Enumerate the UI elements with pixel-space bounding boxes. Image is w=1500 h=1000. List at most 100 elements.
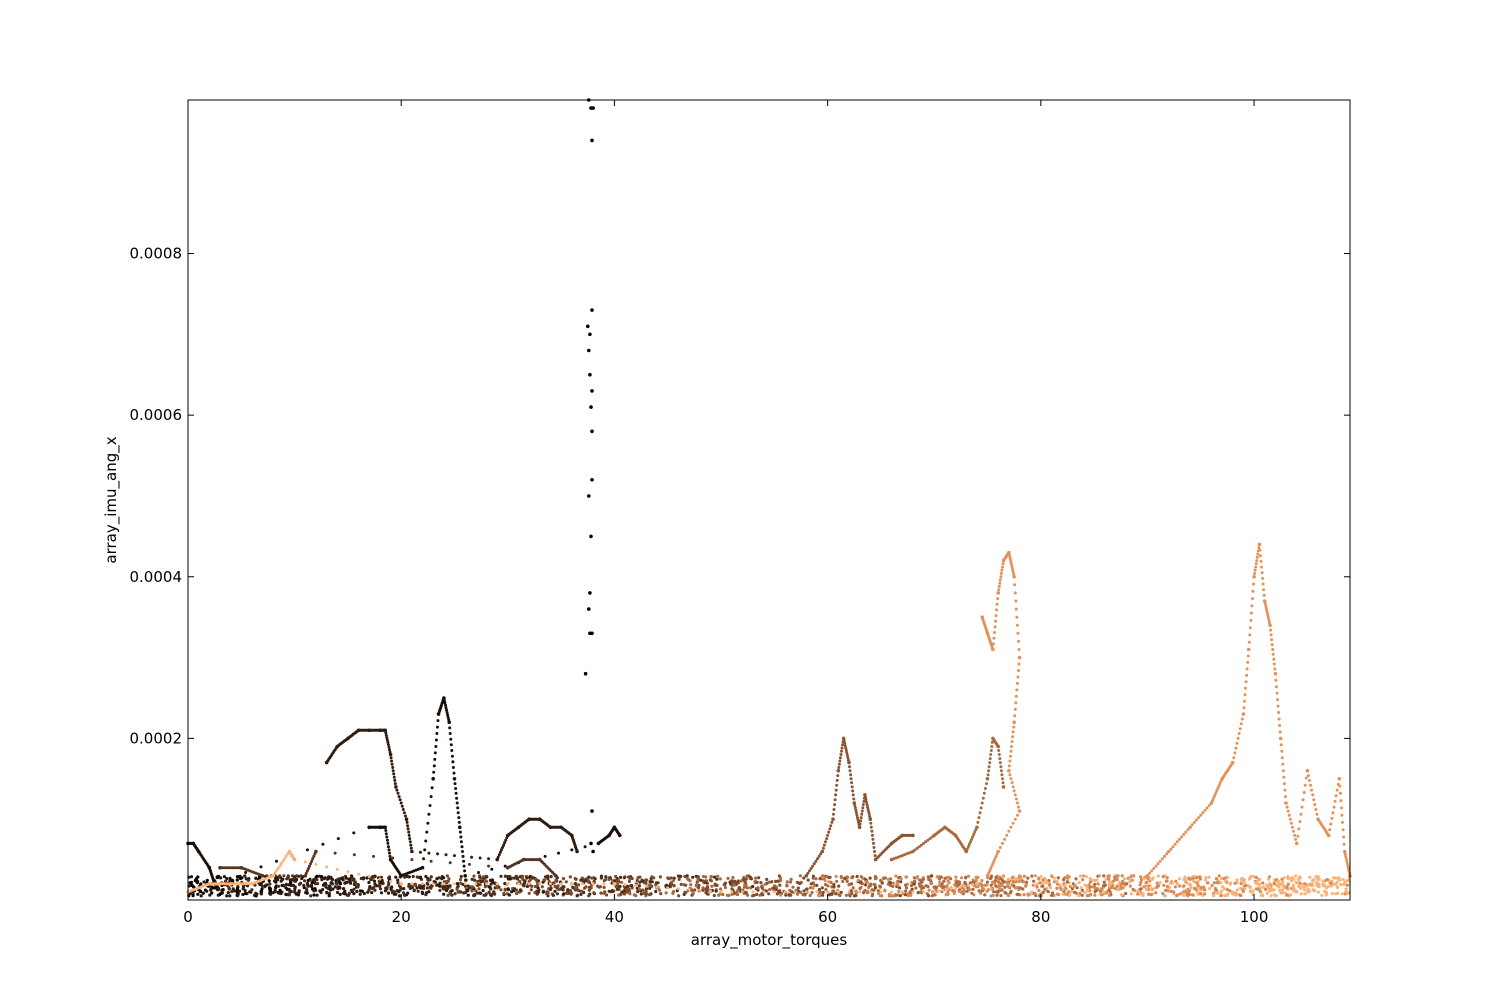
baseline-point	[620, 880, 624, 885]
data-point	[853, 804, 857, 807]
baseline-point	[546, 894, 550, 898]
data-point	[1010, 565, 1014, 569]
baseline-point	[1286, 875, 1290, 879]
baseline-point	[1068, 893, 1072, 897]
data-point	[590, 631, 594, 636]
baseline-point	[1083, 891, 1087, 895]
data-point	[1260, 565, 1263, 569]
baseline-point	[1093, 885, 1097, 889]
baseline-point	[475, 891, 479, 895]
baseline-point	[643, 881, 647, 885]
baseline-point	[293, 887, 297, 891]
baseline-point	[438, 888, 442, 893]
data-point	[1290, 825, 1294, 829]
data-point	[314, 849, 318, 854]
data-point	[1328, 828, 1332, 832]
baseline-point	[250, 888, 254, 892]
data-point	[971, 883, 975, 887]
baseline-point	[416, 889, 420, 893]
data-point	[1186, 828, 1190, 832]
data-point	[1240, 717, 1244, 721]
data-point	[424, 839, 428, 843]
data-point	[1338, 791, 1342, 795]
data-point	[383, 825, 388, 830]
data-point	[1299, 812, 1303, 816]
data-point	[1014, 797, 1018, 801]
baseline-point	[521, 883, 525, 887]
data-point	[387, 848, 391, 852]
baseline-point	[495, 886, 499, 890]
baseline-point	[1089, 892, 1093, 897]
baseline-point	[392, 892, 396, 896]
baseline-point	[1085, 887, 1090, 892]
baseline-point	[561, 877, 566, 881]
data-point	[1287, 813, 1291, 817]
data-point	[1285, 805, 1289, 809]
data-point	[1313, 803, 1317, 807]
data-point	[1278, 736, 1283, 741]
baseline-point	[812, 882, 816, 886]
data-point	[467, 862, 471, 866]
data-point	[832, 808, 836, 811]
baseline-point	[1254, 875, 1258, 880]
data-point	[1262, 593, 1266, 597]
baseline-point	[1182, 884, 1186, 888]
baseline-point	[1249, 874, 1253, 879]
baseline-point	[1294, 889, 1298, 893]
baseline-point	[607, 877, 611, 882]
x-tick-label: 60	[818, 908, 837, 926]
baseline-point	[1132, 888, 1136, 893]
baseline-point	[415, 875, 419, 879]
baseline-point	[752, 893, 756, 898]
data-point	[995, 852, 999, 856]
baseline-point	[679, 882, 683, 887]
baseline-point	[292, 876, 296, 880]
data-point	[503, 864, 507, 868]
baseline-point	[1311, 888, 1315, 892]
data-point	[458, 825, 462, 830]
data-point	[1013, 591, 1017, 595]
baseline-point	[1265, 891, 1269, 895]
baseline-point	[321, 888, 325, 892]
baseline-point	[268, 882, 272, 886]
baseline-point	[1225, 888, 1229, 892]
baseline-point	[216, 888, 220, 892]
data-point	[335, 867, 339, 871]
baseline-point	[289, 890, 293, 894]
baseline-point	[989, 894, 993, 898]
baseline-point	[260, 889, 264, 893]
baseline-point	[274, 886, 278, 890]
data-point	[1152, 867, 1156, 870]
data-point	[993, 857, 997, 861]
baseline-point	[455, 882, 460, 886]
baseline-point	[765, 877, 769, 882]
data-point	[495, 857, 500, 862]
plot-frame	[187, 99, 1351, 901]
baseline-point	[1157, 884, 1161, 888]
data-point	[859, 816, 863, 820]
baseline-point	[683, 890, 687, 894]
baseline-point	[1165, 884, 1169, 889]
data-point	[1008, 759, 1012, 763]
baseline-point	[1238, 893, 1242, 897]
data-point	[870, 829, 874, 833]
baseline-point	[210, 891, 214, 895]
baseline-point	[456, 890, 460, 894]
baseline-point	[821, 893, 825, 897]
baseline-point	[347, 891, 351, 896]
data-point	[820, 849, 825, 854]
baseline-point	[1259, 893, 1264, 897]
data-point	[1342, 835, 1346, 839]
data-point	[1236, 736, 1240, 740]
data-point	[971, 835, 975, 839]
data-point	[1001, 565, 1004, 569]
baseline-point	[367, 880, 371, 885]
baseline-point	[988, 876, 993, 881]
baseline-point	[904, 875, 909, 879]
data-point	[1212, 796, 1215, 800]
baseline-point	[1261, 885, 1266, 889]
baseline-point	[824, 874, 828, 878]
baseline-point	[493, 892, 497, 896]
baseline-point	[744, 877, 748, 881]
baseline-point	[789, 877, 793, 881]
